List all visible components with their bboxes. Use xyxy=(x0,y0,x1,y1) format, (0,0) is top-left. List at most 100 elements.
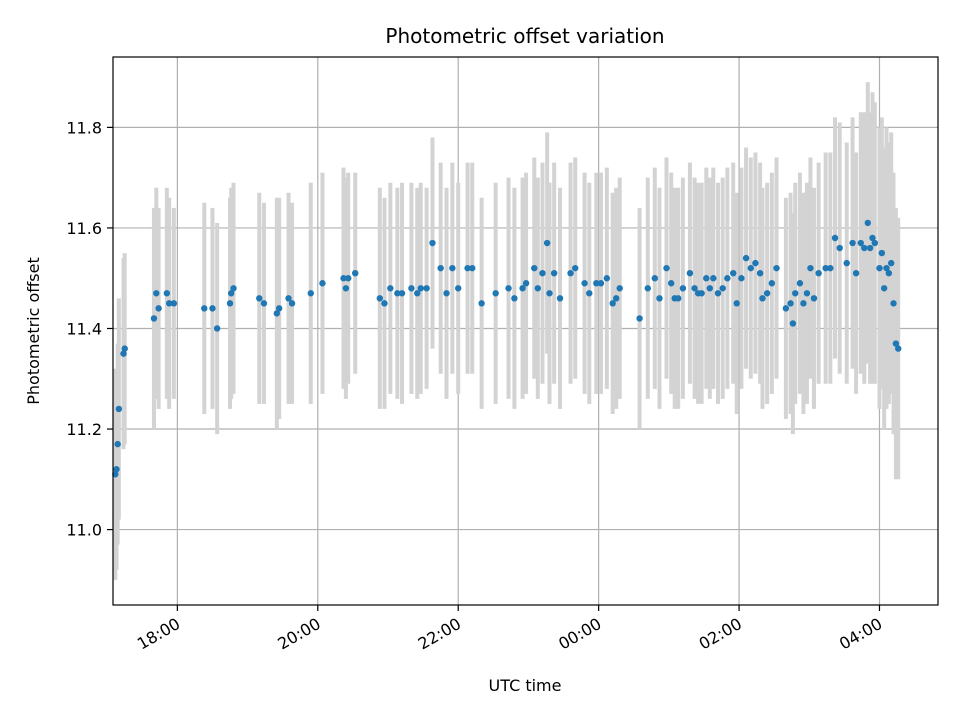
data-point xyxy=(492,290,499,297)
data-point xyxy=(394,290,401,297)
data-point xyxy=(505,285,512,292)
data-point xyxy=(883,264,890,272)
data-point xyxy=(556,295,564,302)
data-point xyxy=(464,264,471,272)
data-point xyxy=(163,290,171,297)
data-point xyxy=(698,290,705,297)
data-point xyxy=(165,300,173,307)
data-point xyxy=(733,300,740,307)
data-point xyxy=(730,269,737,277)
data-point xyxy=(121,345,128,352)
data-point xyxy=(201,305,208,312)
data-point xyxy=(667,280,675,287)
data-point xyxy=(150,315,158,322)
data-point xyxy=(414,290,421,297)
data-point xyxy=(546,290,553,297)
y-tick-label: 11.8 xyxy=(66,118,102,137)
data-point xyxy=(423,285,430,292)
data-point xyxy=(567,269,574,277)
data-point xyxy=(408,285,415,292)
data-point xyxy=(675,295,682,302)
data-point xyxy=(345,275,352,282)
data-point xyxy=(714,290,722,297)
data-point xyxy=(539,269,546,277)
data-point xyxy=(827,264,834,272)
data-point xyxy=(871,239,879,247)
y-tick-label: 11.6 xyxy=(66,219,102,238)
data-point xyxy=(759,295,766,302)
data-point xyxy=(597,280,605,287)
data-point xyxy=(895,345,902,352)
data-point xyxy=(616,285,623,292)
data-point xyxy=(612,295,620,302)
data-point xyxy=(114,440,121,448)
data-point xyxy=(831,234,839,242)
data-point xyxy=(288,300,296,307)
data-point xyxy=(752,259,759,267)
data-point xyxy=(112,471,119,478)
data-point xyxy=(534,285,541,292)
data-point xyxy=(153,290,160,297)
data-point xyxy=(756,269,764,277)
data-points xyxy=(112,219,902,478)
data-point xyxy=(455,285,462,292)
data-point xyxy=(478,300,485,307)
data-point xyxy=(792,290,799,297)
y-axis-ticks: 11.0 11.2 11.4 11.6 11.8 xyxy=(66,118,113,540)
chart-title: Photometric offset variation xyxy=(385,24,664,48)
data-point xyxy=(773,264,780,272)
data-point xyxy=(449,264,456,272)
data-point xyxy=(155,305,162,312)
data-point xyxy=(892,340,900,347)
data-point xyxy=(256,295,263,302)
data-point xyxy=(170,300,178,307)
data-point xyxy=(878,249,886,257)
data-point xyxy=(810,295,818,302)
data-point xyxy=(890,300,897,307)
data-point xyxy=(706,285,714,292)
data-point xyxy=(836,244,843,252)
data-point xyxy=(815,269,822,277)
data-point xyxy=(230,285,237,292)
y-tick-label: 11.4 xyxy=(66,319,102,338)
data-point xyxy=(519,285,526,292)
data-point xyxy=(768,280,776,287)
data-point xyxy=(763,290,771,297)
data-point xyxy=(113,466,120,473)
data-point xyxy=(209,305,216,312)
y-axis-label: Photometric offset xyxy=(24,257,43,405)
data-point xyxy=(742,254,750,262)
data-point xyxy=(581,280,588,287)
data-point xyxy=(869,234,876,242)
data-point xyxy=(226,300,234,307)
y-tick-label: 11.0 xyxy=(66,521,102,540)
data-point xyxy=(609,300,616,307)
data-point xyxy=(387,285,394,292)
data-point xyxy=(511,295,518,302)
data-point xyxy=(880,285,888,292)
data-point xyxy=(663,264,670,272)
data-point xyxy=(275,305,283,312)
data-point xyxy=(603,275,611,282)
data-point xyxy=(273,310,281,317)
data-point xyxy=(213,325,221,332)
plot-frame xyxy=(112,56,939,606)
data-point xyxy=(227,290,235,297)
data-point xyxy=(724,275,731,282)
data-point xyxy=(800,300,807,307)
data-point xyxy=(686,269,694,277)
data-point xyxy=(861,244,868,252)
data-point xyxy=(866,244,874,252)
data-point xyxy=(319,280,326,287)
data-point xyxy=(429,239,436,247)
data-point xyxy=(864,219,871,227)
data-point xyxy=(636,315,643,322)
data-point xyxy=(656,295,663,302)
data-point xyxy=(782,305,790,312)
data-point xyxy=(120,350,127,357)
data-point xyxy=(822,264,829,272)
data-point xyxy=(543,239,551,247)
data-point xyxy=(747,264,754,272)
data-point xyxy=(417,285,424,292)
